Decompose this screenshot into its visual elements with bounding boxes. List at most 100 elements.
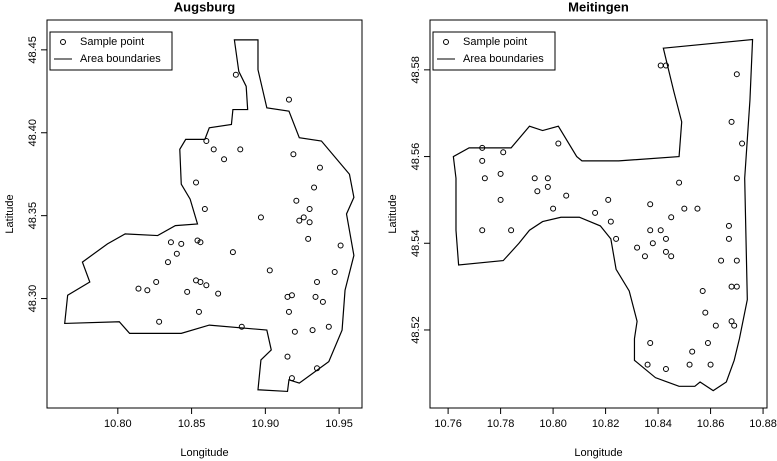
y-tick-label: 48.40 <box>27 119 39 147</box>
panel: Meitingen Longitude Latitude 10.76 10.78 10.8… <box>387 0 777 459</box>
sample-point <box>733 71 740 78</box>
sample-point <box>173 250 180 257</box>
sample-point <box>555 140 562 147</box>
sample-point <box>229 249 236 256</box>
x-tick-label: 10.88 <box>749 418 777 430</box>
sample-point <box>686 361 693 368</box>
sample-point <box>178 240 185 247</box>
sample-point <box>203 282 210 289</box>
chart-title: Augsburg <box>174 0 235 14</box>
sample-point <box>704 339 711 346</box>
sample-point <box>676 179 683 186</box>
sample-point <box>647 339 654 346</box>
sample-point <box>312 293 319 300</box>
sample-point <box>144 287 151 294</box>
legend-label: Sample point <box>80 36 144 48</box>
sample-point <box>712 322 719 329</box>
y-tick-label: 48.30 <box>27 285 39 313</box>
sample-point <box>306 206 313 213</box>
sample-point <box>481 175 488 182</box>
sample-point <box>607 218 614 225</box>
sample-point <box>156 318 163 325</box>
sample-point <box>733 175 740 182</box>
sample-point <box>497 170 504 177</box>
sample-point <box>613 235 620 242</box>
sample-point <box>184 288 191 295</box>
sample-point <box>309 327 316 334</box>
sample-point <box>725 222 732 229</box>
sample-point <box>647 201 654 208</box>
y-tick-label: 48.45 <box>27 36 39 64</box>
x-axis-label: Longitude <box>180 447 228 459</box>
y-axis-label: Latitude <box>4 194 16 233</box>
sample-point <box>284 353 291 360</box>
area-boundary <box>452 38 754 392</box>
sample-point <box>337 242 344 249</box>
legend-label: Area boundaries <box>80 53 161 65</box>
legend-point <box>60 39 66 45</box>
sample-point <box>300 214 307 221</box>
sample-point <box>662 365 669 372</box>
x-tick-label: 10.84 <box>644 418 672 430</box>
sample-point <box>647 227 654 234</box>
chart-title: Meitingen <box>568 0 629 14</box>
x-tick-label: 10.82 <box>592 418 620 430</box>
sample-point <box>311 184 318 191</box>
plot-frame <box>429 19 768 409</box>
sample-point <box>232 71 239 78</box>
sample-point <box>508 227 515 234</box>
sample-point <box>649 240 656 247</box>
sample-point <box>544 183 551 190</box>
sample-point <box>479 157 486 164</box>
sample-point <box>153 278 160 285</box>
x-tick-label: 10.85 <box>178 418 206 430</box>
sample-point <box>164 259 171 266</box>
sample-point <box>290 151 297 158</box>
sample-point <box>668 214 675 221</box>
sample-point <box>699 287 706 294</box>
sample-point <box>592 209 599 216</box>
sample-point <box>193 179 200 186</box>
sample-point <box>550 205 557 212</box>
sample-point <box>605 196 612 203</box>
sample-point <box>291 328 298 335</box>
sample-point <box>739 140 746 147</box>
sample-point <box>325 323 332 330</box>
sample-point <box>479 227 486 234</box>
sample-point <box>500 149 507 156</box>
y-axis-label: Latitude <box>387 194 399 233</box>
plot-frame <box>46 19 363 409</box>
sample-point <box>319 298 326 305</box>
sample-point <box>644 361 651 368</box>
sample-point <box>728 318 735 325</box>
sample-point <box>331 269 338 276</box>
y-tick-label: 48.52 <box>410 316 422 344</box>
legend-box <box>49 31 173 71</box>
legend-point <box>443 39 449 45</box>
sample-point <box>689 348 696 355</box>
sample-point <box>306 219 313 226</box>
legend-label: Sample point <box>463 36 527 48</box>
y-tick-label: 48.35 <box>27 202 39 230</box>
sample-point <box>293 197 300 204</box>
sample-point <box>316 164 323 171</box>
y-tick-label: 48.56 <box>410 143 422 171</box>
sample-point <box>668 253 675 260</box>
sample-point <box>733 283 740 290</box>
sample-point <box>681 205 688 212</box>
sample-point <box>728 118 735 125</box>
sample-point <box>531 175 538 182</box>
sample-point <box>135 285 142 292</box>
sample-point <box>718 257 725 264</box>
sample-point <box>641 253 648 260</box>
sample-point <box>266 267 273 274</box>
sample-point <box>657 227 664 234</box>
x-tick-label: 10.86 <box>697 418 725 430</box>
sample-point <box>707 361 714 368</box>
sample-point <box>285 96 292 103</box>
sample-point <box>285 308 292 315</box>
sample-point <box>731 322 738 329</box>
sample-point <box>662 248 669 255</box>
sample-point <box>314 278 320 285</box>
